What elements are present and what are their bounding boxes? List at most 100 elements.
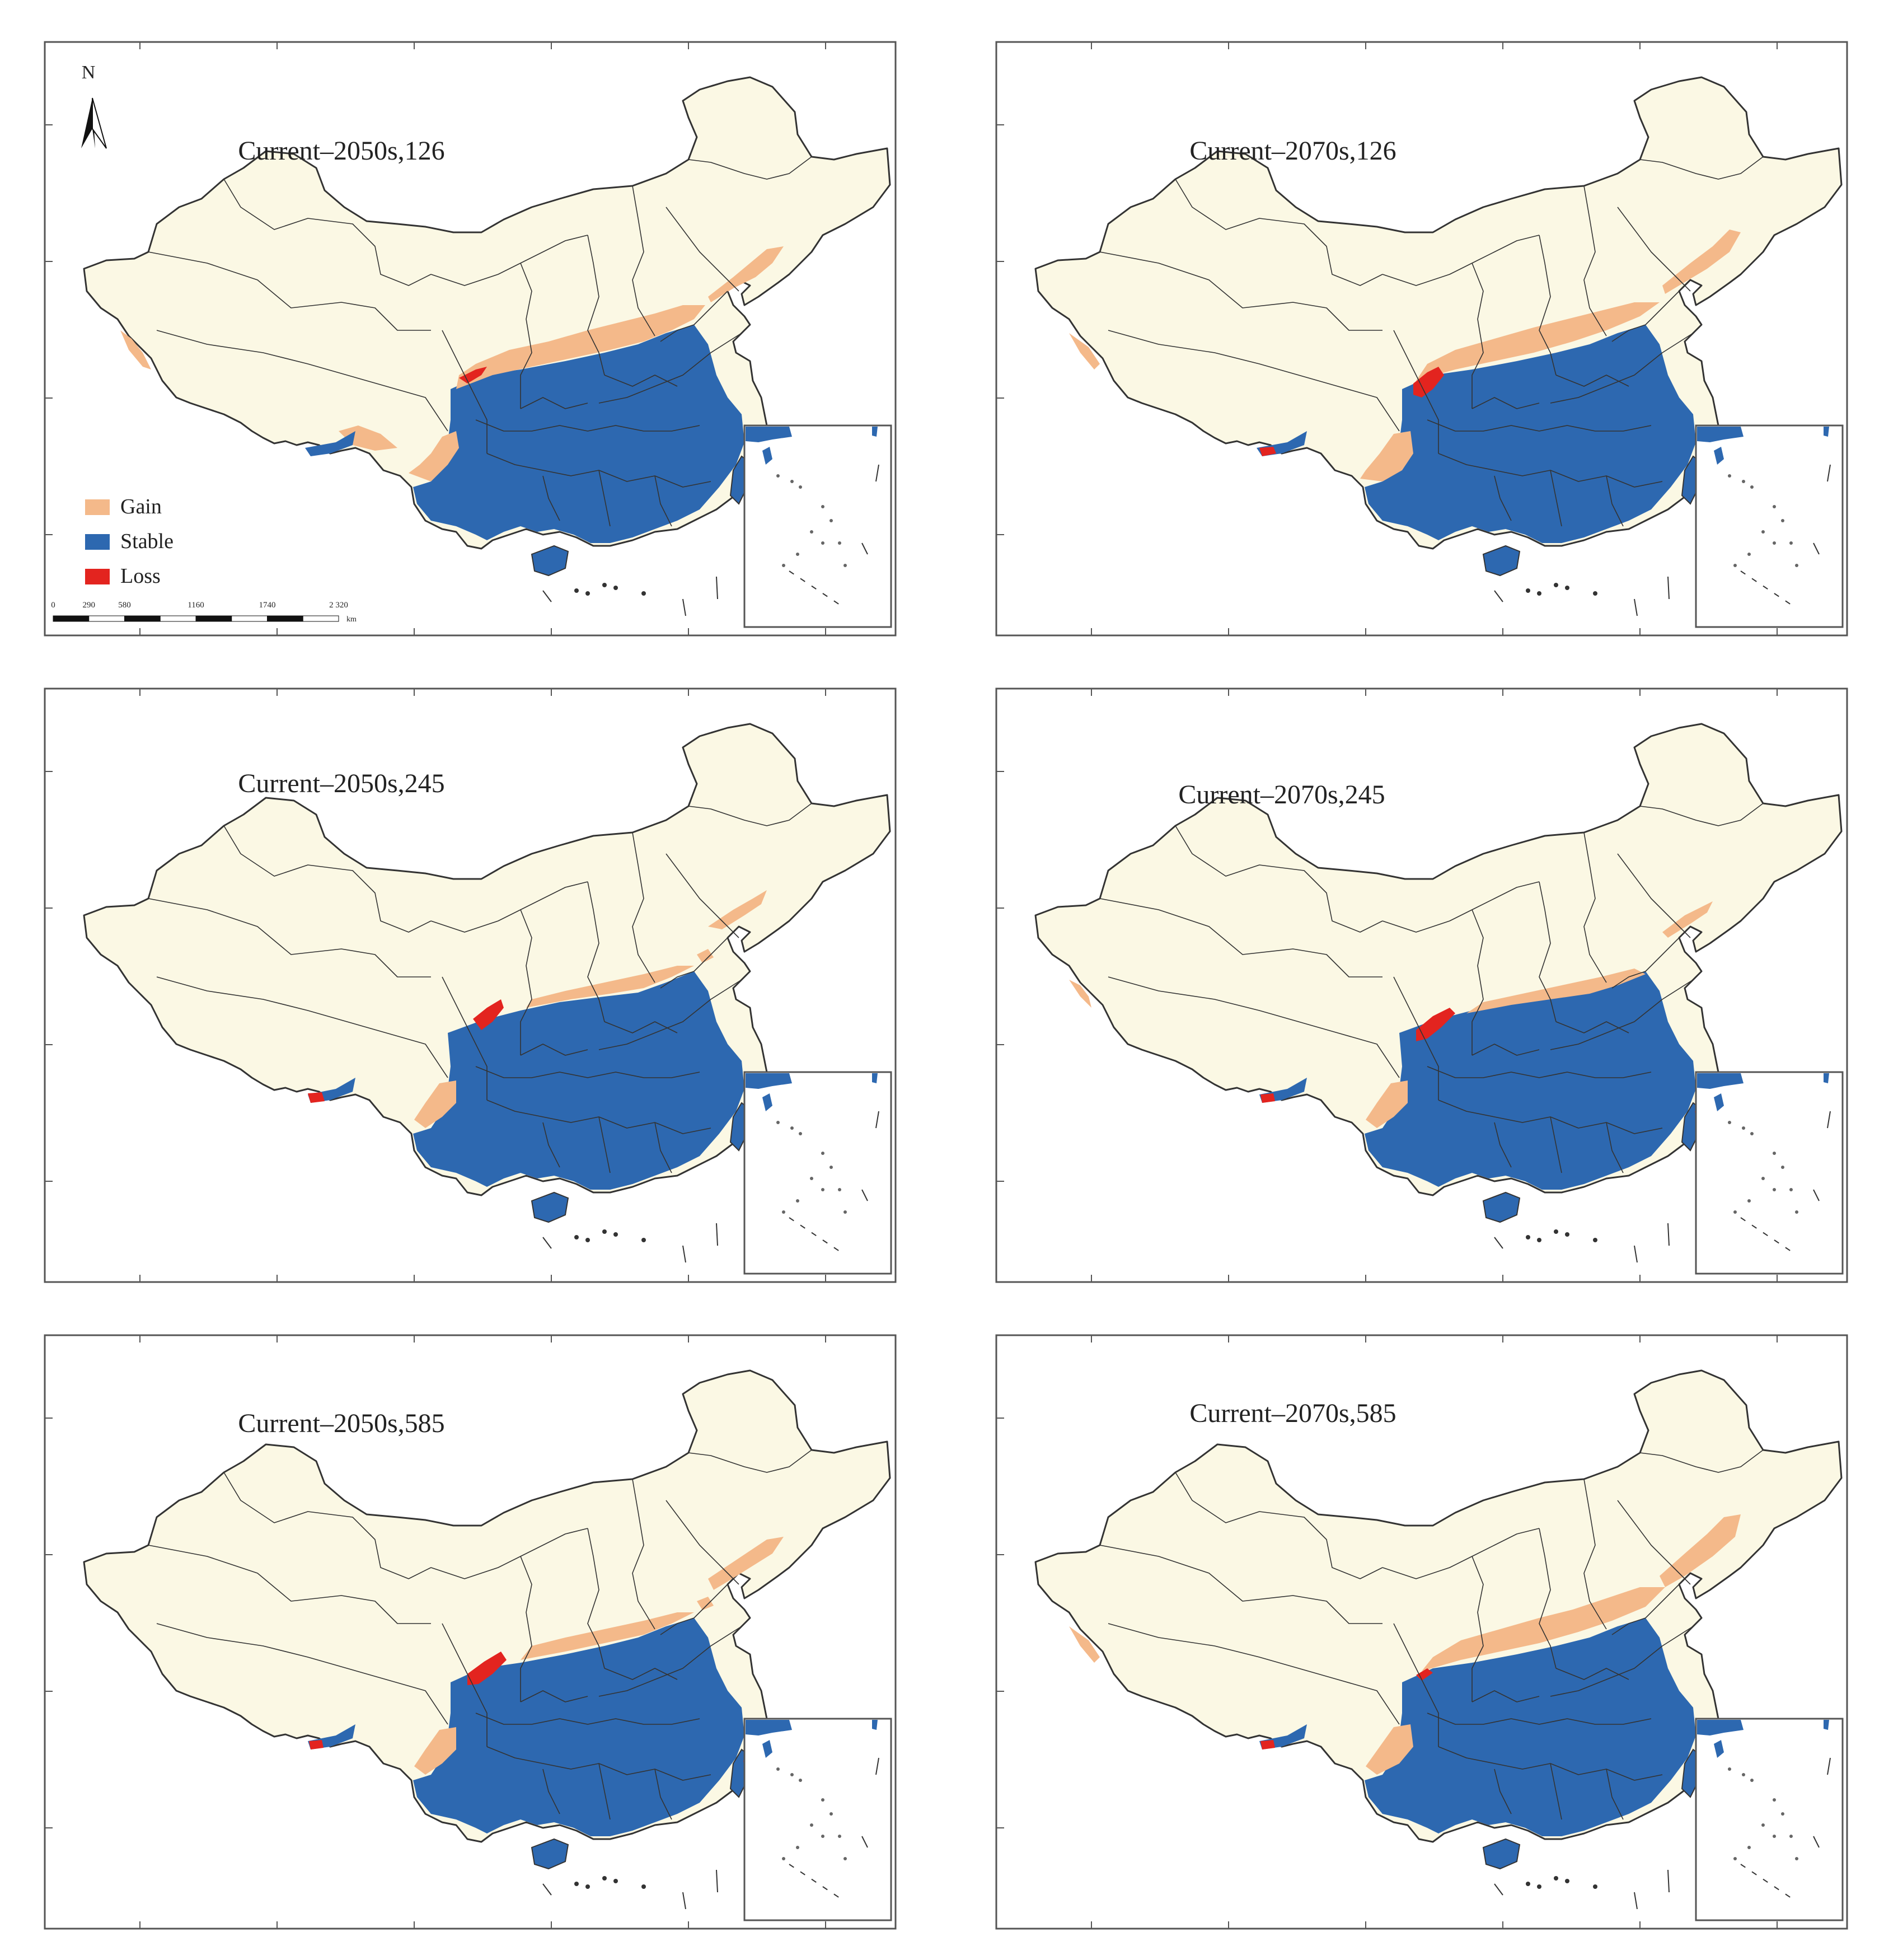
inset-island <box>1773 1188 1776 1191</box>
province-boundary <box>1494 1122 1512 1168</box>
island-dot <box>1565 1232 1569 1237</box>
province-boundary <box>1550 1116 1562 1173</box>
boundary-dash <box>1634 1892 1638 1910</box>
province-boundary <box>1583 1479 1607 1630</box>
island-dot <box>602 1229 607 1234</box>
gain-area <box>697 949 714 963</box>
scale-tick-label: 290 <box>83 601 96 610</box>
gain-area <box>120 330 151 369</box>
map-panel: 80°E90°E100°E110°E120°E130°E50°N40°N30°N… <box>991 39 1853 644</box>
inset-coast <box>1697 1720 1744 1736</box>
inset-coast <box>746 427 792 442</box>
panel-title: Current–2070s,245 <box>1178 780 1385 810</box>
island-dot <box>641 591 646 596</box>
province-boundary <box>1393 976 1439 1100</box>
province-boundary <box>598 470 611 527</box>
hainan-island <box>1482 1191 1521 1223</box>
inset-island <box>790 1773 794 1776</box>
scale-unit: km <box>346 615 357 624</box>
north-arrow-icon: N <box>81 62 107 149</box>
inset-island <box>776 1121 780 1124</box>
gain-area <box>1662 901 1713 938</box>
province-boundary <box>1539 1528 1557 1669</box>
inset-island <box>810 530 813 534</box>
inset-taiwan <box>1824 1720 1829 1730</box>
province-boundary <box>1550 470 1562 527</box>
loss-area <box>1416 1008 1455 1041</box>
boundary-dash <box>1667 1869 1670 1893</box>
hainan-island <box>531 1191 569 1223</box>
inset-island <box>810 1177 813 1180</box>
boundary-dash <box>716 1223 718 1246</box>
province-boundary <box>1583 185 1607 336</box>
gain-area <box>1366 1724 1413 1775</box>
gain-area <box>339 425 397 451</box>
inset-island <box>782 1857 785 1860</box>
inset-island <box>1795 1210 1798 1214</box>
province-boundary <box>1471 1556 1484 1702</box>
scale-bar: 0 290 580 1160 1740 2 320 km <box>51 601 357 624</box>
legend-label-gain: Gain <box>120 495 162 518</box>
inset-island <box>1773 505 1776 508</box>
province-boundary <box>223 825 432 933</box>
boundary-dash <box>716 1869 718 1893</box>
island-dot <box>574 1882 579 1886</box>
hainan-island <box>531 1838 569 1870</box>
map-frame <box>995 687 1848 1283</box>
island-dot <box>1593 591 1597 596</box>
province-boundary <box>598 333 742 404</box>
map-panel: 80°E90°E100°E110°E120°E130°E50°N40°N30°N… <box>39 39 901 644</box>
inset-island <box>1761 1823 1765 1827</box>
inset-hainan <box>1714 1093 1724 1111</box>
inset-island <box>1733 1210 1737 1214</box>
south-china-sea-inset <box>1695 1071 1844 1275</box>
province-boundary <box>156 976 448 1078</box>
inset-taiwan <box>872 427 878 437</box>
province-boundary <box>587 1528 605 1669</box>
map-panel: 50°N40°N30°N20°NCurrent–2050s,585 <box>39 1332 901 1937</box>
panel-title: Current–2050s,245 <box>238 769 444 798</box>
gain-area <box>1422 1587 1665 1671</box>
inset-island <box>796 1846 799 1849</box>
province-boundary <box>1617 1500 1691 1585</box>
inset-dash <box>861 1111 879 1201</box>
map-frame <box>44 41 897 637</box>
inset-nine-dash <box>789 570 840 605</box>
province-boundary <box>442 330 488 453</box>
loss-area <box>459 367 487 383</box>
province-boundary <box>654 475 672 527</box>
inset-coast <box>746 1073 792 1089</box>
legend-swatch <box>85 534 110 550</box>
province-boundary <box>1175 1472 1383 1579</box>
province-boundary <box>1555 375 1629 387</box>
inset-dash <box>1813 464 1831 555</box>
boundary-dash <box>1667 1223 1670 1246</box>
inset-island <box>1761 530 1765 534</box>
island-dot <box>1554 583 1558 587</box>
inset-island <box>790 480 794 483</box>
province-boundary <box>1550 333 1694 404</box>
inset-hainan <box>762 447 772 465</box>
province-boundary <box>604 1668 678 1680</box>
inset-island <box>1781 1812 1784 1816</box>
province-boundary <box>660 291 728 342</box>
inset-coast <box>1697 427 1744 442</box>
inset-island <box>1773 1152 1776 1155</box>
inset-island <box>821 1798 824 1802</box>
inset-nine-dash <box>1740 1864 1792 1898</box>
province-boundary <box>442 1623 488 1747</box>
gain-area <box>1662 230 1741 294</box>
province-boundary <box>654 1769 672 1820</box>
south-china-sea-inset <box>1695 424 1844 628</box>
boundary-dash <box>682 1892 686 1910</box>
north-arrow-right <box>92 97 107 149</box>
hainan-island <box>1482 1838 1521 1870</box>
scale-segment <box>302 615 339 622</box>
province-boundary <box>604 375 678 387</box>
province-boundary <box>1611 1584 1680 1635</box>
island-dot <box>585 1238 590 1242</box>
inset-island <box>1742 480 1745 483</box>
province-boundary <box>1555 1668 1629 1680</box>
scale-segment <box>267 615 303 622</box>
province-boundary <box>1494 475 1512 521</box>
